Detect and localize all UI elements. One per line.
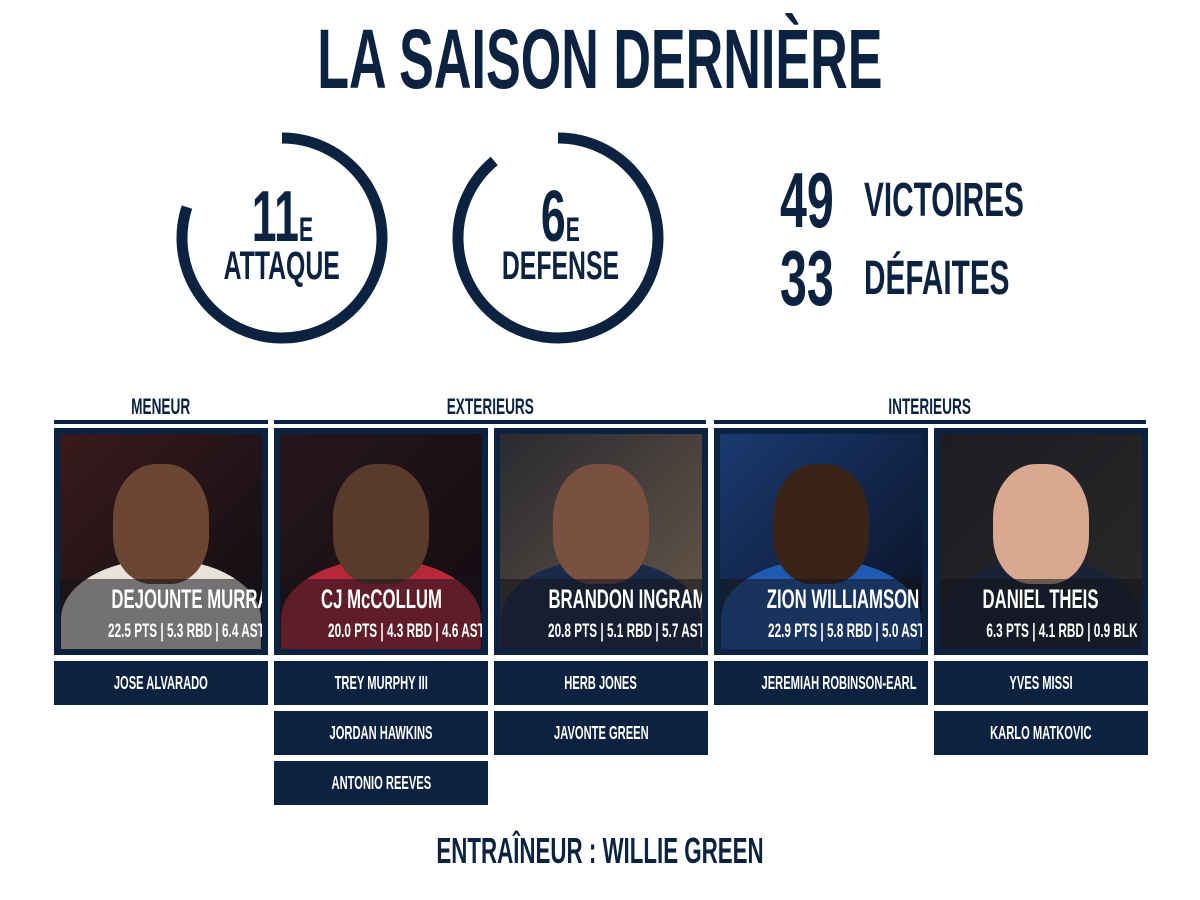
wins-row: 49 VICTOIRES	[780, 156, 1122, 244]
group-header-meneur: MENEUR	[54, 394, 268, 424]
bench-player-name: TREY MURPHY III	[334, 673, 428, 693]
defense-rank-ring	[452, 132, 664, 344]
player-card[interactable]: ZION WILLIAMSON 22.9 PTS | 5.8 RBD | 5.0…	[714, 428, 928, 655]
bench-player-name: JEREMIAH ROBINSON-EARL	[761, 673, 917, 693]
bench-player-name: HERB JONES	[564, 673, 638, 693]
bench-player[interactable]: YVES MISSI	[934, 661, 1148, 705]
bench-player[interactable]: JORDAN HAWKINS	[274, 711, 488, 755]
group-header-interieurs: INTERIEURS	[714, 394, 1146, 424]
group-header-exterieurs: EXTERIEURS	[274, 394, 706, 424]
player-photo: CJ McCOLLUM 20.0 PTS | 4.3 RBD | 4.6 AST	[280, 434, 482, 649]
attack-rank-suffix: E	[298, 211, 313, 249]
wins-label: VICTOIRES	[864, 173, 1024, 227]
bench-player-name: ANTONIO REEVES	[331, 773, 431, 793]
player-stats: 22.9 PTS | 5.8 RBD | 5.0 AST	[768, 621, 922, 642]
player-stats: 22.5 PTS | 5.3 RBD | 6.4 AST	[108, 621, 262, 642]
player-name: BRANDON INGRAM	[548, 584, 702, 614]
player-name: DANIEL THEIS	[983, 584, 1099, 614]
player-card[interactable]: BRANDON INGRAM 20.8 PTS | 5.1 RBD | 5.7 …	[494, 428, 708, 655]
defense-rank-number: 6	[540, 177, 566, 257]
defense-rank: 6E DEFENSE	[450, 181, 670, 288]
attack-rank: 11E ATTAQUE	[172, 181, 392, 288]
player-card[interactable]: CJ McCOLLUM 20.0 PTS | 4.3 RBD | 4.6 AST	[274, 428, 488, 655]
defense-rank-suffix: E	[565, 211, 580, 249]
player-photo: DANIEL THEIS 6.3 PTS | 4.1 RBD | 0.9 BLK	[940, 434, 1142, 649]
player-photo: ZION WILLIAMSON 22.9 PTS | 5.8 RBD | 5.0…	[720, 434, 922, 649]
defense-rank-label: DEFENSE	[501, 244, 619, 288]
bench-player-name: KARLO MATKOVIC	[990, 723, 1092, 743]
bench-player[interactable]: ANTONIO REEVES	[274, 761, 488, 805]
player-card[interactable]: DANIEL THEIS 6.3 PTS | 4.1 RBD | 0.9 BLK	[934, 428, 1148, 655]
bench-player-name: JOSE ALVARADO	[113, 673, 209, 693]
player-stats: 20.8 PTS | 5.1 RBD | 5.7 AST	[548, 621, 702, 642]
wins-count: 49	[780, 155, 834, 244]
bench-player-name: JORDAN HAWKINS	[329, 723, 433, 743]
player-photo: DEJOUNTE MURRAY 22.5 PTS | 5.3 RBD | 6.4…	[60, 434, 262, 649]
losses-label: DÉFAITES	[864, 251, 1010, 305]
player-stats: 6.3 PTS | 4.1 RBD | 0.9 BLK	[986, 621, 1138, 642]
bench-player-name: JAVONTE GREEN	[553, 723, 649, 743]
player-photo: BRANDON INGRAM 20.8 PTS | 5.1 RBD | 5.7 …	[500, 434, 702, 649]
player-name: CJ McCOLLUM	[320, 584, 442, 614]
player-name: DEJOUNTE MURRAY	[111, 584, 262, 614]
player-name: ZION WILLIAMSON	[766, 584, 920, 614]
bench-player-name: YVES MISSI	[1009, 673, 1073, 693]
attack-rank-ring	[176, 132, 388, 344]
bench-player[interactable]: TREY MURPHY III	[274, 661, 488, 705]
bench-player[interactable]: KARLO MATKOVIC	[934, 711, 1148, 755]
bench-player[interactable]: JEREMIAH ROBINSON-EARL	[714, 661, 928, 705]
losses-row: 33 DÉFAITES	[780, 234, 1099, 322]
page-title: LA SAISON DERNIÈRE	[317, 12, 883, 106]
attack-rank-number: 11	[251, 177, 299, 257]
bench-player[interactable]: JOSE ALVARADO	[54, 661, 268, 705]
attack-rank-label: ATTAQUE	[223, 244, 341, 288]
player-stats: 20.0 PTS | 4.3 RBD | 4.6 AST	[328, 621, 482, 642]
player-card[interactable]: DEJOUNTE MURRAY 22.5 PTS | 5.3 RBD | 6.4…	[54, 428, 268, 655]
coach: ENTRAÎNEUR : WILLIE GREEN	[436, 830, 764, 871]
bench-player[interactable]: HERB JONES	[494, 661, 708, 705]
bench-player[interactable]: JAVONTE GREEN	[494, 711, 708, 755]
losses-count: 33	[780, 233, 834, 322]
